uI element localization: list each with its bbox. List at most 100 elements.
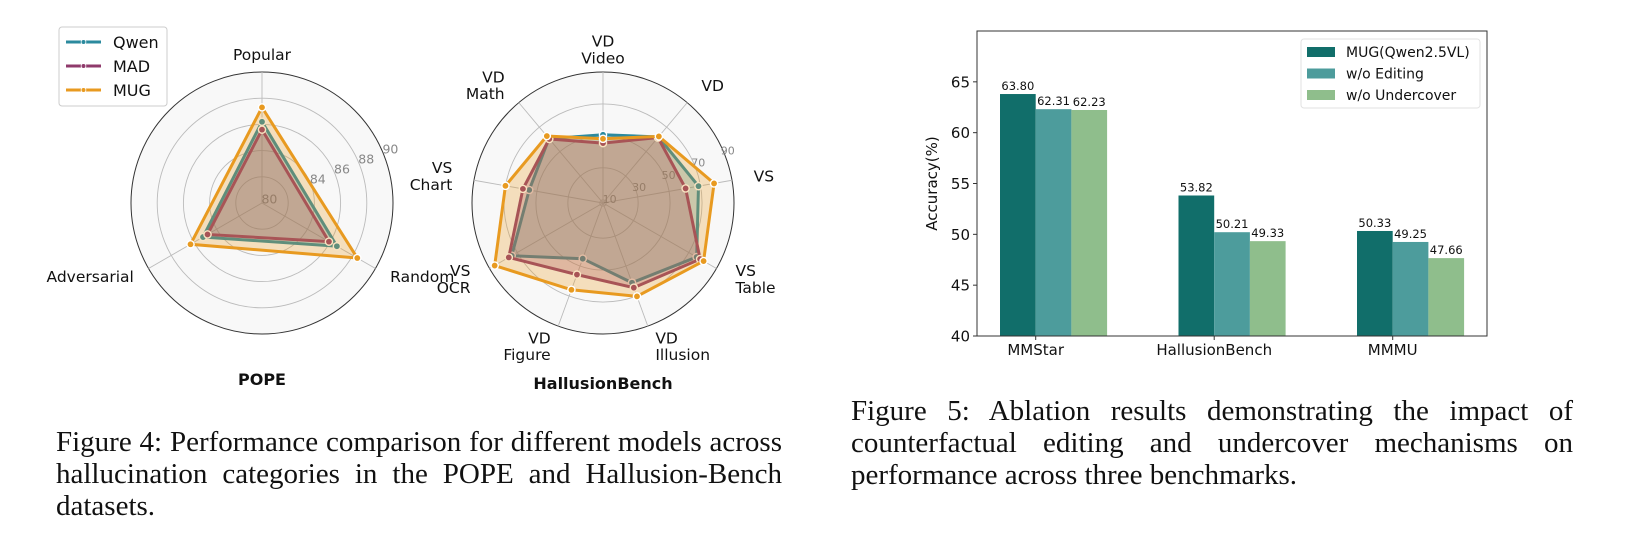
legend-item-w-o-editing: w/o Editing xyxy=(1307,67,1424,83)
legend-box xyxy=(1300,38,1481,109)
radar-area-mad xyxy=(508,137,701,288)
legend-swatch-icon xyxy=(1307,47,1335,57)
radar-axis-label-line: VD xyxy=(592,32,615,50)
bar-value-label: 53.82 xyxy=(1180,180,1213,194)
bar-w-o-undercover-mmstar xyxy=(1071,109,1108,337)
legend-label: Qwen xyxy=(113,33,159,52)
radar-ring-label: 86 xyxy=(334,161,350,176)
bar-value-label: 50.21 xyxy=(1216,217,1249,231)
figure-5-caption: Figure 5: Ablation results demonstrating… xyxy=(851,395,1573,491)
legend-item-mug-qwen2-5vl: MUG(Qwen2.5VL) xyxy=(1307,45,1470,61)
x-tick-label: HallusionBench xyxy=(1156,341,1272,359)
radar-point xyxy=(518,184,528,194)
radar-spoke xyxy=(518,102,604,204)
radar-axis-label-vd-figure: VD Figure xyxy=(503,329,550,364)
bar-w-o-editing-mmstar xyxy=(1035,109,1072,336)
y-tick-label: 45 xyxy=(951,277,970,295)
radar-line-mug xyxy=(493,134,716,298)
pope-radar-chart: 80 84 86 88 90 Popular Random Adversarial POPE xyxy=(47,46,455,390)
radar-line-qwen xyxy=(200,118,340,248)
radar-axis-label-line: Chart xyxy=(410,175,453,193)
radar-series-mug xyxy=(490,131,719,301)
radar-axis-label-line: Adversarial xyxy=(47,268,134,286)
radar-area-mug xyxy=(494,136,715,297)
radar-spoke xyxy=(557,202,604,327)
radar-spoke xyxy=(602,202,649,327)
radar-area-qwen xyxy=(203,121,337,247)
legend-label: MAD xyxy=(113,57,150,76)
radar-axis-label-vd-video: VD Video xyxy=(581,32,624,67)
legend-marker-icon xyxy=(80,39,87,45)
radar-point xyxy=(332,241,342,251)
legend-swatch-icon xyxy=(1307,68,1335,79)
radar-axis-label-vd-math: VD Math xyxy=(466,68,505,103)
radar-axis-label-vs-table: VS Table xyxy=(735,262,776,297)
radar-axis-label-line: Video xyxy=(581,49,624,67)
radar-point xyxy=(632,292,642,301)
bar-value-label: 63.80 xyxy=(1001,79,1034,93)
radar-point xyxy=(654,132,664,141)
radar-axis-label-line: Random xyxy=(390,268,454,286)
legend-swatch-icon xyxy=(1307,90,1335,100)
legend-marker-icon xyxy=(80,63,87,69)
radar-line-mug xyxy=(188,104,361,260)
radar-axis-label-line: Math xyxy=(466,85,505,103)
radar-series-mad xyxy=(504,133,705,292)
radar-legend: Qwen MAD MUG xyxy=(58,26,168,107)
radar-point xyxy=(203,230,212,239)
radar-line-mad xyxy=(205,126,332,244)
radar-point xyxy=(694,181,703,191)
radar-ring-label: 90 xyxy=(382,141,398,156)
radar-series-mug xyxy=(186,103,362,263)
bar-value-label: 49.33 xyxy=(1251,226,1284,240)
radar-axis-label-line: Illusion xyxy=(655,346,710,364)
radar-axis-label-vd: VD xyxy=(701,76,724,94)
radar-point xyxy=(490,261,499,270)
radar-area-mad xyxy=(207,129,329,242)
radar-axis-label-line: VD xyxy=(482,68,505,86)
bar-value-label: 47.66 xyxy=(1430,243,1463,257)
bar-value-label: 62.31 xyxy=(1037,94,1070,108)
legend-label: MUG(Qwen2.5VL) xyxy=(1346,45,1470,61)
bar-mug-qwen2-5vl-hallusionbench xyxy=(1178,195,1215,336)
bar-value-label: 62.23 xyxy=(1073,95,1106,109)
radar-axis-label-random: Random xyxy=(390,268,454,286)
radar-axis-label-line: VD xyxy=(655,329,678,347)
radar-area-mug xyxy=(190,107,358,259)
radar-area-qwen xyxy=(511,134,699,283)
radar-axis-label-line: VS xyxy=(450,262,470,280)
legend-marker-icon xyxy=(80,87,87,93)
radar-axis-label-vs-ocr: VS OCR xyxy=(437,262,471,297)
plot-frame xyxy=(976,30,1488,337)
bar-w-o-undercover-hallusionbench xyxy=(1249,241,1286,336)
y-tick-label: 50 xyxy=(951,226,970,244)
legend-item-qwen: Qwen xyxy=(66,33,159,52)
radar-spoke xyxy=(602,102,688,204)
radar-axis-label-vs-chart: VS Chart xyxy=(410,159,453,194)
bar-mug-qwen2-5vl-mmmu xyxy=(1357,230,1393,336)
radar-series-mad xyxy=(203,125,334,246)
y-tick-label: 65 xyxy=(951,73,970,91)
radar-point xyxy=(709,179,719,188)
radar-title: HallusionBench xyxy=(533,374,672,393)
radar-ring-label: 84 xyxy=(310,171,326,186)
radar-point xyxy=(186,239,195,249)
x-tick-label: MMMU xyxy=(1368,341,1418,359)
radar-point xyxy=(324,237,334,246)
radar-ring-label: 10 xyxy=(603,193,617,206)
y-axis-label: Accuracy(%) xyxy=(923,136,941,230)
radar-point xyxy=(681,184,690,193)
legend-label: MUG xyxy=(113,81,151,100)
bar-w-o-undercover-mmmu xyxy=(1428,258,1465,336)
radar-line-qwen xyxy=(509,133,701,285)
radar-point xyxy=(352,253,362,263)
radar-axis-label-line: Table xyxy=(735,278,776,296)
bar-legend: MUG(Qwen2.5VL) w/o Editing w/o Undercover xyxy=(1300,38,1481,109)
bar-value-label: 49.25 xyxy=(1394,227,1427,241)
radar-ring-label: 50 xyxy=(662,169,676,182)
y-tick-label: 40 xyxy=(951,328,970,346)
y-tick-label: 55 xyxy=(951,175,970,193)
